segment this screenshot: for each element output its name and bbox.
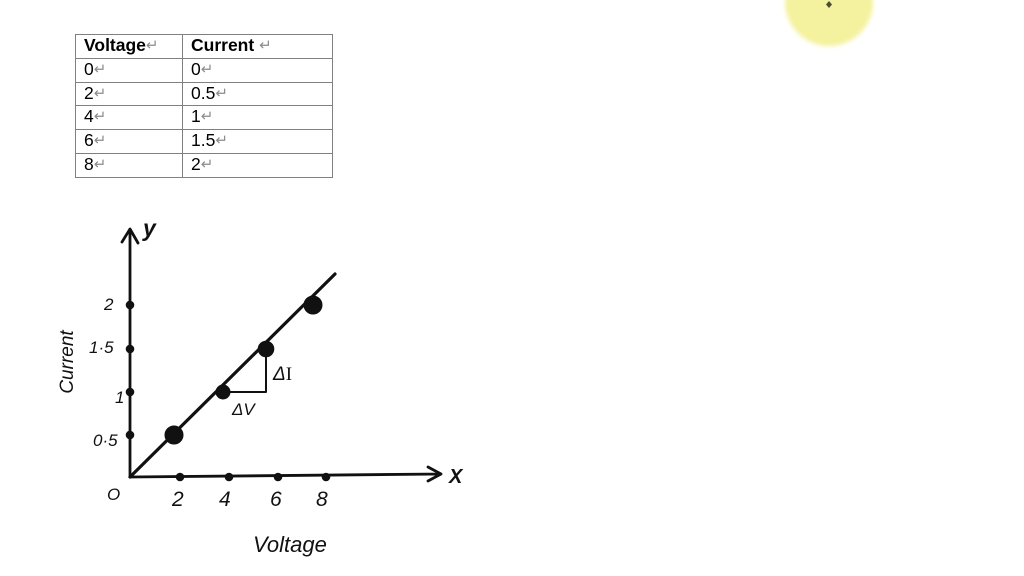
svg-text:ΔI: ΔI [272, 364, 292, 385]
svg-text:1: 1 [115, 388, 124, 407]
svg-text:6: 6 [270, 488, 282, 511]
svg-text:1·5: 1·5 [89, 338, 114, 357]
svg-text:8: 8 [316, 488, 328, 511]
svg-text:0·5: 0·5 [93, 431, 118, 450]
svg-text:2: 2 [103, 295, 114, 314]
svg-text:Current: Current [57, 330, 78, 394]
svg-text:O: O [107, 485, 120, 504]
svg-text:2: 2 [171, 488, 184, 511]
svg-text:ΔV: ΔV [231, 400, 256, 419]
svg-text:y: y [142, 215, 157, 241]
svg-text:Voltage: Voltage [253, 532, 327, 557]
svg-text:4: 4 [219, 488, 231, 511]
svg-text:X: X [448, 466, 464, 488]
